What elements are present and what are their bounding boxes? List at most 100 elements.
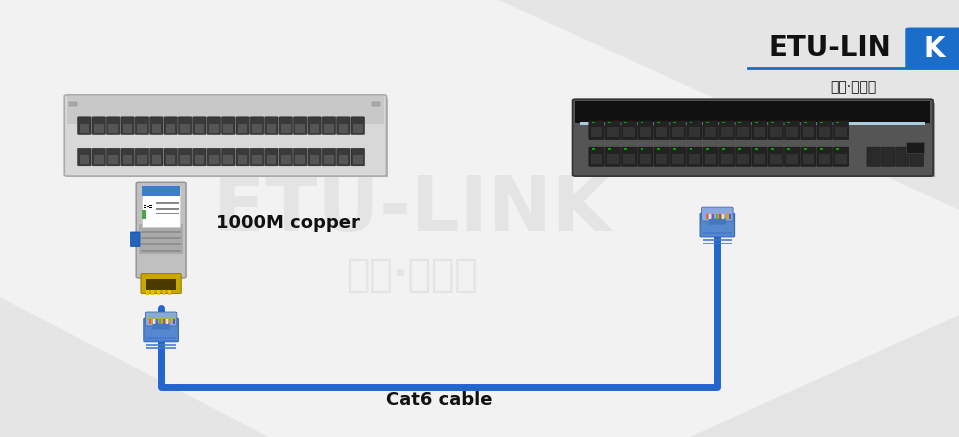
FancyBboxPatch shape xyxy=(322,117,336,134)
Bar xyxy=(804,149,807,150)
Bar xyxy=(310,124,319,133)
FancyBboxPatch shape xyxy=(351,117,364,134)
FancyBboxPatch shape xyxy=(768,120,784,139)
FancyBboxPatch shape xyxy=(150,117,163,134)
Bar xyxy=(123,156,132,164)
Bar xyxy=(150,319,152,324)
FancyBboxPatch shape xyxy=(265,148,278,166)
Bar xyxy=(641,121,643,123)
FancyBboxPatch shape xyxy=(193,117,206,134)
FancyBboxPatch shape xyxy=(703,120,718,139)
Bar xyxy=(771,149,774,150)
Bar xyxy=(729,214,731,219)
Bar xyxy=(295,124,305,133)
Bar xyxy=(640,154,651,164)
Bar xyxy=(580,121,925,125)
FancyBboxPatch shape xyxy=(817,120,832,139)
Bar xyxy=(139,225,183,254)
Text: K: K xyxy=(924,35,945,62)
Text: ETU-LIN: ETU-LIN xyxy=(768,34,891,62)
Bar xyxy=(722,214,724,219)
FancyBboxPatch shape xyxy=(236,117,249,134)
Bar xyxy=(709,214,711,219)
Bar xyxy=(147,205,149,206)
Bar xyxy=(786,127,798,137)
Bar xyxy=(144,205,146,206)
FancyBboxPatch shape xyxy=(687,120,702,139)
Bar xyxy=(168,290,171,295)
Text: Cat6 cable: Cat6 cable xyxy=(386,391,493,409)
FancyBboxPatch shape xyxy=(337,148,350,166)
FancyBboxPatch shape xyxy=(896,147,909,166)
FancyBboxPatch shape xyxy=(752,120,767,139)
FancyBboxPatch shape xyxy=(351,148,364,166)
Bar xyxy=(689,154,700,164)
Bar xyxy=(755,149,758,150)
Bar xyxy=(147,347,175,349)
Bar xyxy=(721,154,733,164)
FancyBboxPatch shape xyxy=(337,117,350,134)
FancyBboxPatch shape xyxy=(250,117,264,134)
FancyBboxPatch shape xyxy=(178,148,192,166)
Bar xyxy=(820,121,823,123)
Bar xyxy=(281,156,291,164)
Text: ETU-LINK: ETU-LINK xyxy=(213,173,612,247)
Bar xyxy=(754,154,765,164)
FancyBboxPatch shape xyxy=(178,117,192,134)
Bar xyxy=(94,124,104,133)
Bar xyxy=(754,127,765,137)
FancyBboxPatch shape xyxy=(670,147,686,166)
Bar xyxy=(166,124,175,133)
Bar xyxy=(722,213,724,219)
Bar xyxy=(719,213,721,219)
Bar xyxy=(706,214,708,219)
FancyBboxPatch shape xyxy=(638,120,653,139)
Bar xyxy=(819,154,830,164)
Bar xyxy=(150,206,152,207)
Bar xyxy=(804,121,807,123)
Bar xyxy=(141,231,181,233)
Bar xyxy=(324,124,334,133)
Bar xyxy=(657,149,660,150)
Bar xyxy=(152,318,154,324)
FancyBboxPatch shape xyxy=(702,207,733,221)
FancyBboxPatch shape xyxy=(784,120,800,139)
Bar xyxy=(339,124,348,133)
Bar xyxy=(738,149,741,150)
Bar xyxy=(715,213,717,219)
Text: 易天·光通信: 易天·光通信 xyxy=(830,80,877,94)
FancyBboxPatch shape xyxy=(64,95,386,176)
Bar xyxy=(721,127,733,137)
FancyBboxPatch shape xyxy=(801,120,816,139)
Bar xyxy=(641,149,643,150)
Text: 1000M copper: 1000M copper xyxy=(216,214,360,232)
Bar xyxy=(906,142,924,153)
Bar xyxy=(719,214,721,219)
Bar xyxy=(144,207,146,208)
Bar xyxy=(156,319,158,324)
Bar xyxy=(238,124,247,133)
Bar xyxy=(163,318,165,324)
Bar xyxy=(715,214,717,219)
FancyBboxPatch shape xyxy=(833,147,849,166)
Bar xyxy=(706,213,708,219)
Bar xyxy=(624,121,627,123)
Bar xyxy=(157,290,160,295)
Bar xyxy=(156,213,179,215)
FancyBboxPatch shape xyxy=(121,117,134,134)
FancyBboxPatch shape xyxy=(719,120,735,139)
FancyBboxPatch shape xyxy=(92,148,105,166)
Bar xyxy=(709,213,711,219)
Bar xyxy=(156,318,158,324)
Bar xyxy=(726,213,728,219)
FancyBboxPatch shape xyxy=(867,147,880,166)
FancyBboxPatch shape xyxy=(700,213,735,237)
FancyBboxPatch shape xyxy=(164,148,177,166)
Bar xyxy=(137,156,147,164)
Bar xyxy=(173,319,175,324)
FancyBboxPatch shape xyxy=(654,120,669,139)
Bar xyxy=(755,121,758,123)
FancyBboxPatch shape xyxy=(589,120,604,139)
Bar xyxy=(147,344,175,346)
Bar xyxy=(94,156,104,164)
